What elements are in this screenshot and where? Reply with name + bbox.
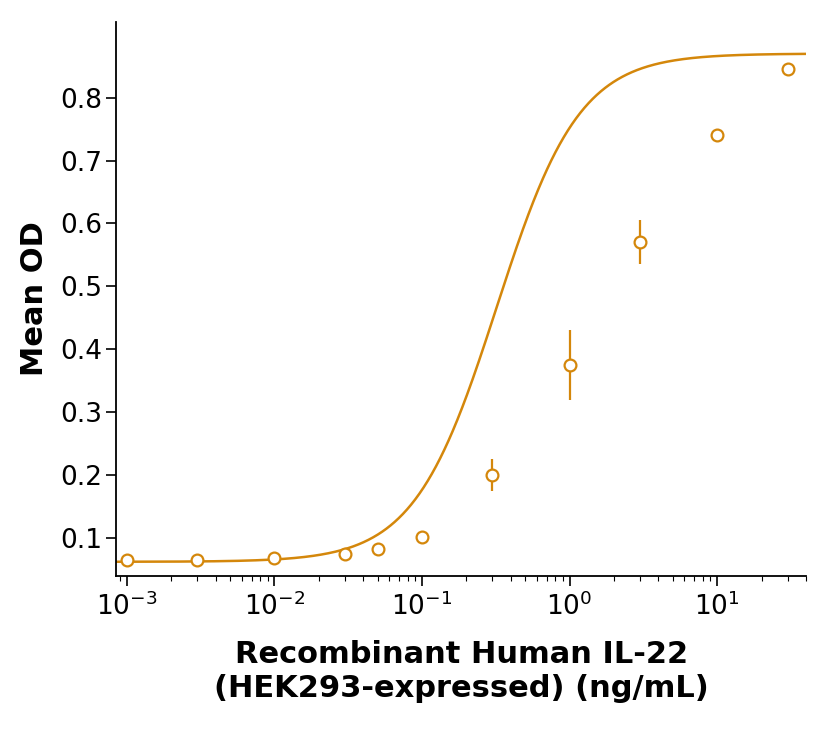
Y-axis label: Mean OD: Mean OD xyxy=(20,221,49,376)
X-axis label: Recombinant Human IL-22
(HEK293-expressed) (ng/mL): Recombinant Human IL-22 (HEK293-expresse… xyxy=(214,641,709,703)
